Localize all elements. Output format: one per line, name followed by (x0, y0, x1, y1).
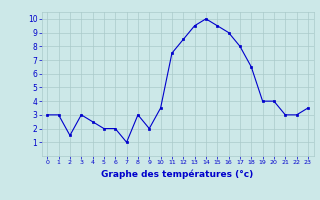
X-axis label: Graphe des températures (°c): Graphe des températures (°c) (101, 169, 254, 179)
